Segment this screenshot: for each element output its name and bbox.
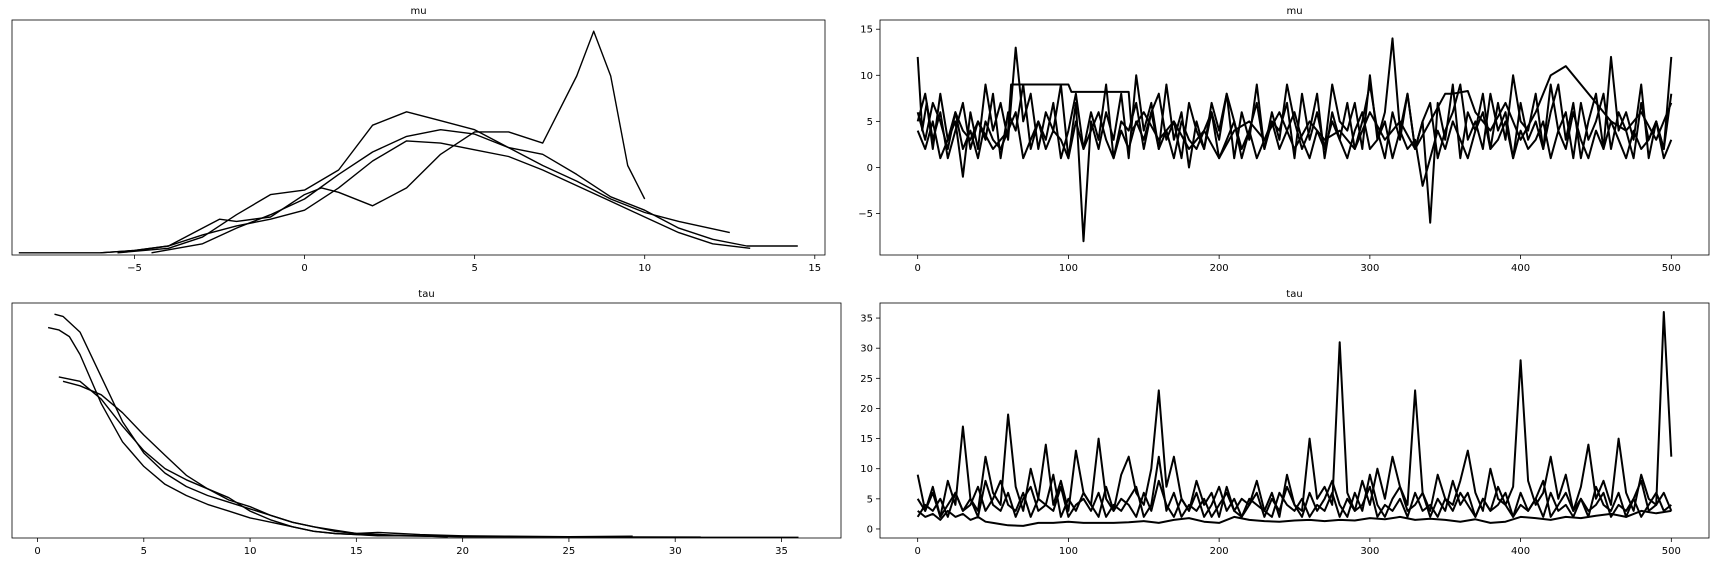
axes-frame: [11, 302, 842, 539]
series-group: [916, 37, 1673, 243]
y-tick-label: 15: [860, 434, 873, 445]
x-tick-label: 10: [244, 546, 257, 557]
series-line-3: [917, 509, 1672, 527]
panel-4: tau 0 100 200 300 400 500 0 5 10 15 20 25 30 35: [860, 289, 1710, 557]
x-tick-label: 0: [914, 263, 920, 274]
series-line-3: [117, 111, 798, 254]
panel-2: mu 0 100 200 300 400 500 −5 0 5 10 15: [858, 6, 1710, 274]
y-tick-label: 35: [860, 314, 873, 325]
y-tick-label: 0: [867, 524, 873, 535]
series-line-4: [916, 455, 1672, 518]
y-tick-label: −5: [858, 209, 873, 220]
y-tick-label: 0: [867, 163, 873, 174]
y-tick-label: 25: [860, 374, 873, 385]
series-line-2: [916, 473, 1673, 518]
series-line-2: [916, 83, 1673, 160]
panel-3: tau 0 5 10 15 20 25 30 35: [11, 289, 842, 557]
x-tick-label: 20: [456, 546, 469, 557]
panel-title: tau: [1286, 289, 1302, 300]
y-tick-label: 15: [860, 25, 873, 36]
x-tick-label: 0: [34, 546, 40, 557]
x-tick-label: 5: [141, 546, 147, 557]
x-tick-label: 500: [1662, 546, 1681, 557]
x-tick-label: 200: [1210, 263, 1229, 274]
x-tick-label: 100: [1059, 546, 1078, 557]
panel-title: mu: [410, 6, 426, 17]
series-line-2: [54, 313, 633, 538]
series-group: [18, 30, 798, 254]
x-tick-label: 100: [1059, 263, 1078, 274]
panel-title: mu: [1286, 6, 1302, 17]
y-tick-label: 20: [860, 404, 873, 415]
axes-frame: [11, 19, 826, 256]
series-line-4: [62, 380, 799, 538]
series-line-2: [100, 140, 751, 254]
y-tick-label: 30: [860, 344, 873, 355]
x-tick-label: 400: [1511, 263, 1530, 274]
panel-1: mu −5 0 5 10 15: [11, 6, 826, 274]
x-tick-label: −5: [127, 263, 142, 274]
axes-frame: [879, 19, 1710, 256]
x-tick-label: 300: [1360, 546, 1379, 557]
x-tick-label: 15: [350, 546, 363, 557]
series-group: [916, 311, 1673, 527]
x-tick-label: 300: [1360, 263, 1379, 274]
y-tick-label: 5: [867, 117, 873, 128]
y-tick-label: 5: [867, 494, 873, 505]
y-tick-label: 10: [860, 71, 873, 82]
x-tick-label: 0: [301, 263, 307, 274]
x-tick-label: 0: [914, 546, 920, 557]
x-tick-label: 10: [638, 263, 651, 274]
axes-frame: [879, 302, 1710, 539]
series-group: [47, 313, 799, 538]
series-line-1: [18, 30, 646, 254]
series-line-4: [151, 129, 730, 254]
x-tick-label: 500: [1662, 263, 1681, 274]
series-line-4: [916, 111, 1673, 187]
x-tick-label: 30: [669, 546, 682, 557]
y-tick-label: 10: [860, 464, 873, 475]
x-tick-label: 200: [1210, 546, 1229, 557]
x-tick-label: 400: [1511, 546, 1530, 557]
x-tick-label: 5: [471, 263, 477, 274]
series-line-3: [58, 376, 701, 538]
x-tick-label: 25: [563, 546, 576, 557]
x-tick-label: 35: [775, 546, 788, 557]
panel-title: tau: [418, 289, 434, 300]
x-tick-label: 15: [808, 263, 821, 274]
